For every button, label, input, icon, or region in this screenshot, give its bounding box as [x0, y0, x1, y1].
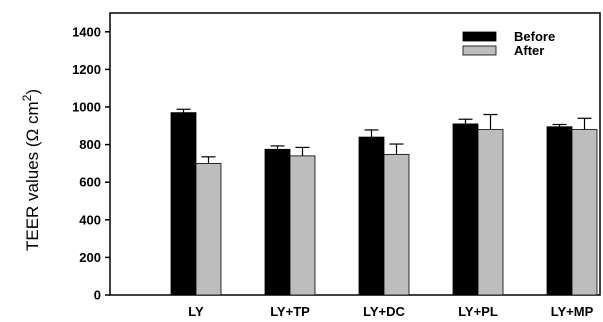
bar-before-ly	[170, 112, 197, 296]
y-tick-label: 600	[79, 175, 101, 190]
bar-after-ly-dc	[383, 153, 410, 296]
x-category-label: LY+MP	[551, 304, 594, 319]
y-tick-label: 1200	[72, 62, 101, 77]
plot-frame	[109, 12, 601, 296]
y-tick-label: 400	[79, 212, 101, 227]
y-axis: 0 200 400 600 800 1000 1200 1400	[72, 24, 110, 303]
x-category-label: LY+PL	[458, 304, 498, 319]
y-tick-label: 1400	[72, 24, 101, 39]
legend-swatch-after	[462, 45, 497, 56]
y-axis-label-omega: Ω	[23, 129, 42, 142]
bar-before-ly-mp	[546, 126, 573, 296]
y-axis-label-exponent: 2	[20, 94, 34, 101]
y-axis-label-unit: cm	[23, 101, 42, 128]
bar-after-ly	[195, 162, 222, 296]
y-tick-label: 1000	[72, 100, 101, 115]
bar-after-ly-tp	[289, 155, 316, 296]
bar-before-ly-tp	[264, 148, 291, 296]
x-axis-labels: LY LY+TP LY+DC LY+PL LY+MP	[188, 304, 593, 319]
x-category-label: LY+TP	[270, 304, 310, 319]
y-tick-label: 800	[79, 137, 101, 152]
legend-label-before: Before	[514, 29, 555, 44]
x-category-label: LY	[188, 304, 204, 319]
plot-border	[109, 12, 601, 296]
bar-after-ly-pl	[477, 129, 504, 296]
legend-label-after: After	[514, 43, 544, 58]
y-axis-label-suffix: )	[23, 89, 42, 95]
bar-after-ly-mp	[571, 129, 598, 296]
y-axis-label: TEER values (Ω cm2)	[20, 89, 42, 251]
y-axis-label-prefix: TEER values (	[23, 141, 42, 251]
x-category-label: LY+DC	[363, 304, 405, 319]
y-tick-label: 200	[79, 250, 101, 265]
y-tick-label: 0	[94, 288, 101, 303]
bar-before-ly-pl	[452, 123, 479, 296]
legend-swatch-before	[462, 31, 497, 42]
bar-before-ly-dc	[358, 136, 385, 296]
bar-series	[170, 108, 598, 296]
